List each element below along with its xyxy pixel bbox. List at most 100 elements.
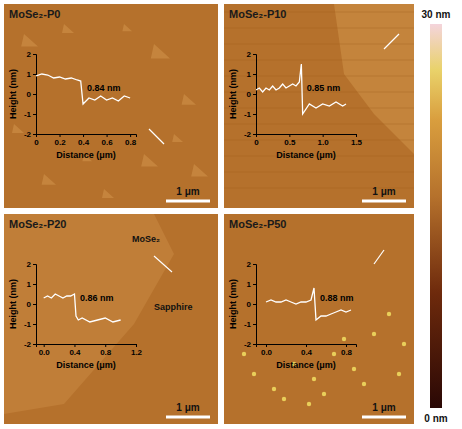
panel: MoSe₂-P501 μm0.00.40.8-2-1012Distance (μ… <box>224 214 414 424</box>
x-tick-label: 0.2 <box>54 138 66 147</box>
x-tick-mark <box>44 344 45 347</box>
grain <box>151 44 170 58</box>
x-tick-label: 0.4 <box>78 138 90 147</box>
x-axis-title: Distance (μm) <box>56 150 116 160</box>
y-tick-label: -1 <box>24 110 32 119</box>
panel-title: MoSe₂-P20 <box>9 218 66 230</box>
y-axis-title: Height (nm) <box>8 279 18 329</box>
grain <box>191 164 208 177</box>
y-tick: 2 <box>27 260 36 269</box>
profile-line <box>256 64 346 114</box>
panel: MoSe₂-P101 μm00.51.01.5-2-1012Distance (… <box>224 4 414 208</box>
region <box>334 4 414 154</box>
scale-bar-label: 1 μm <box>176 186 199 197</box>
grain <box>172 134 183 142</box>
y-tick-mark <box>253 54 256 55</box>
y-tick: 2 <box>247 260 256 269</box>
x-tick: 0.8 <box>341 344 353 357</box>
colorbar: 0 nm30 nm <box>422 9 451 424</box>
y-axis-line <box>253 55 257 135</box>
x-tick: 0.8 <box>125 134 137 147</box>
x-tick: 0.4 <box>69 344 81 357</box>
x-tick: 0 <box>34 134 39 147</box>
x-tick-label: 0.8 <box>100 348 112 357</box>
y-tick-mark <box>253 284 256 285</box>
x-tick-mark <box>83 134 84 137</box>
x-axis: 0.0 0.4 0.8 1.2 <box>37 344 143 357</box>
y-tick-mark <box>33 134 36 135</box>
afm-image <box>224 4 414 208</box>
scale-bar <box>362 416 406 419</box>
x-tick-label: 0.6 <box>102 138 114 147</box>
y-tick-mark <box>253 94 256 95</box>
x-tick-mark <box>266 344 267 347</box>
x-tick: 1.2 <box>131 344 143 357</box>
grain <box>102 189 114 198</box>
afm-image <box>4 4 218 208</box>
y-tick: 0 <box>247 300 256 309</box>
y-tick-mark <box>253 264 256 265</box>
x-tick: 1.0 <box>318 134 330 147</box>
stripe <box>224 124 414 125</box>
particle <box>397 372 401 376</box>
x-tick-label: 0 <box>254 138 259 147</box>
y-tick-label: 2 <box>27 260 32 269</box>
x-tick: 1.5 <box>351 134 363 147</box>
y-axis-title: Height (nm) <box>228 69 238 119</box>
particle <box>372 332 376 336</box>
afm-texture <box>12 24 208 198</box>
x-axis-title: Distance (μm) <box>56 360 116 370</box>
step-height-label: 0.84 nm <box>87 83 121 93</box>
x-tick-mark <box>105 344 106 347</box>
y-tick-mark <box>33 264 36 265</box>
y-tick: -1 <box>244 110 256 119</box>
y-tick-label: 1 <box>27 70 32 79</box>
grain <box>12 124 24 133</box>
y-tick: 1 <box>247 70 256 79</box>
panel: MoSe₂-P201 μm0.00.40.81.2-2-1012Distance… <box>4 214 218 424</box>
x-tick-label: 0.0 <box>261 348 273 357</box>
x-tick-mark <box>323 134 324 137</box>
y-tick-label: 1 <box>247 70 252 79</box>
y-tick: -2 <box>244 130 256 139</box>
particle <box>307 402 311 406</box>
y-tick-label: -2 <box>244 340 252 349</box>
step-height-label: 0.86 nm <box>80 293 114 303</box>
particle <box>252 372 256 376</box>
y-tick-mark <box>33 304 36 305</box>
x-tick-mark <box>289 134 290 137</box>
plot-area <box>256 64 346 114</box>
x-tick-label: 1.0 <box>318 138 330 147</box>
y-tick-label: -2 <box>24 130 32 139</box>
x-tick: 0.5 <box>284 134 296 147</box>
y-tick: 1 <box>27 70 36 79</box>
y-tick: 0 <box>27 300 36 309</box>
y-tick-mark <box>253 134 256 135</box>
x-axis: 0 0.2 0.4 0.6 0.8 <box>34 134 136 147</box>
y-tick: 2 <box>247 50 256 59</box>
scale-bar <box>166 200 210 203</box>
y-tick-label: 2 <box>247 50 252 59</box>
y-tick: 2 <box>27 50 36 59</box>
particle <box>387 312 391 316</box>
y-tick: -1 <box>244 320 256 329</box>
x-tick: 0.0 <box>39 344 51 357</box>
x-tick-label: 0.8 <box>341 348 353 357</box>
afm-texture <box>4 214 174 414</box>
x-tick: 0 <box>254 134 259 147</box>
y-tick-label: 0 <box>27 90 32 99</box>
particle <box>242 352 246 356</box>
x-axis-title: Distance (μm) <box>276 360 336 370</box>
y-tick-mark <box>33 324 36 325</box>
y-tick: 0 <box>27 90 36 99</box>
y-axis: -2 -1 0 1 2 <box>24 50 37 139</box>
scale-bar-label: 1 μm <box>372 402 395 413</box>
y-tick-label: -2 <box>244 130 252 139</box>
x-tick-mark <box>346 344 347 347</box>
region-label: Sapphire <box>154 302 193 312</box>
y-axis: -2-1012 <box>24 260 37 349</box>
stripe <box>224 76 414 77</box>
y-tick-label: 1 <box>247 280 252 289</box>
profile-line <box>44 294 121 322</box>
y-tick-mark <box>253 114 256 115</box>
